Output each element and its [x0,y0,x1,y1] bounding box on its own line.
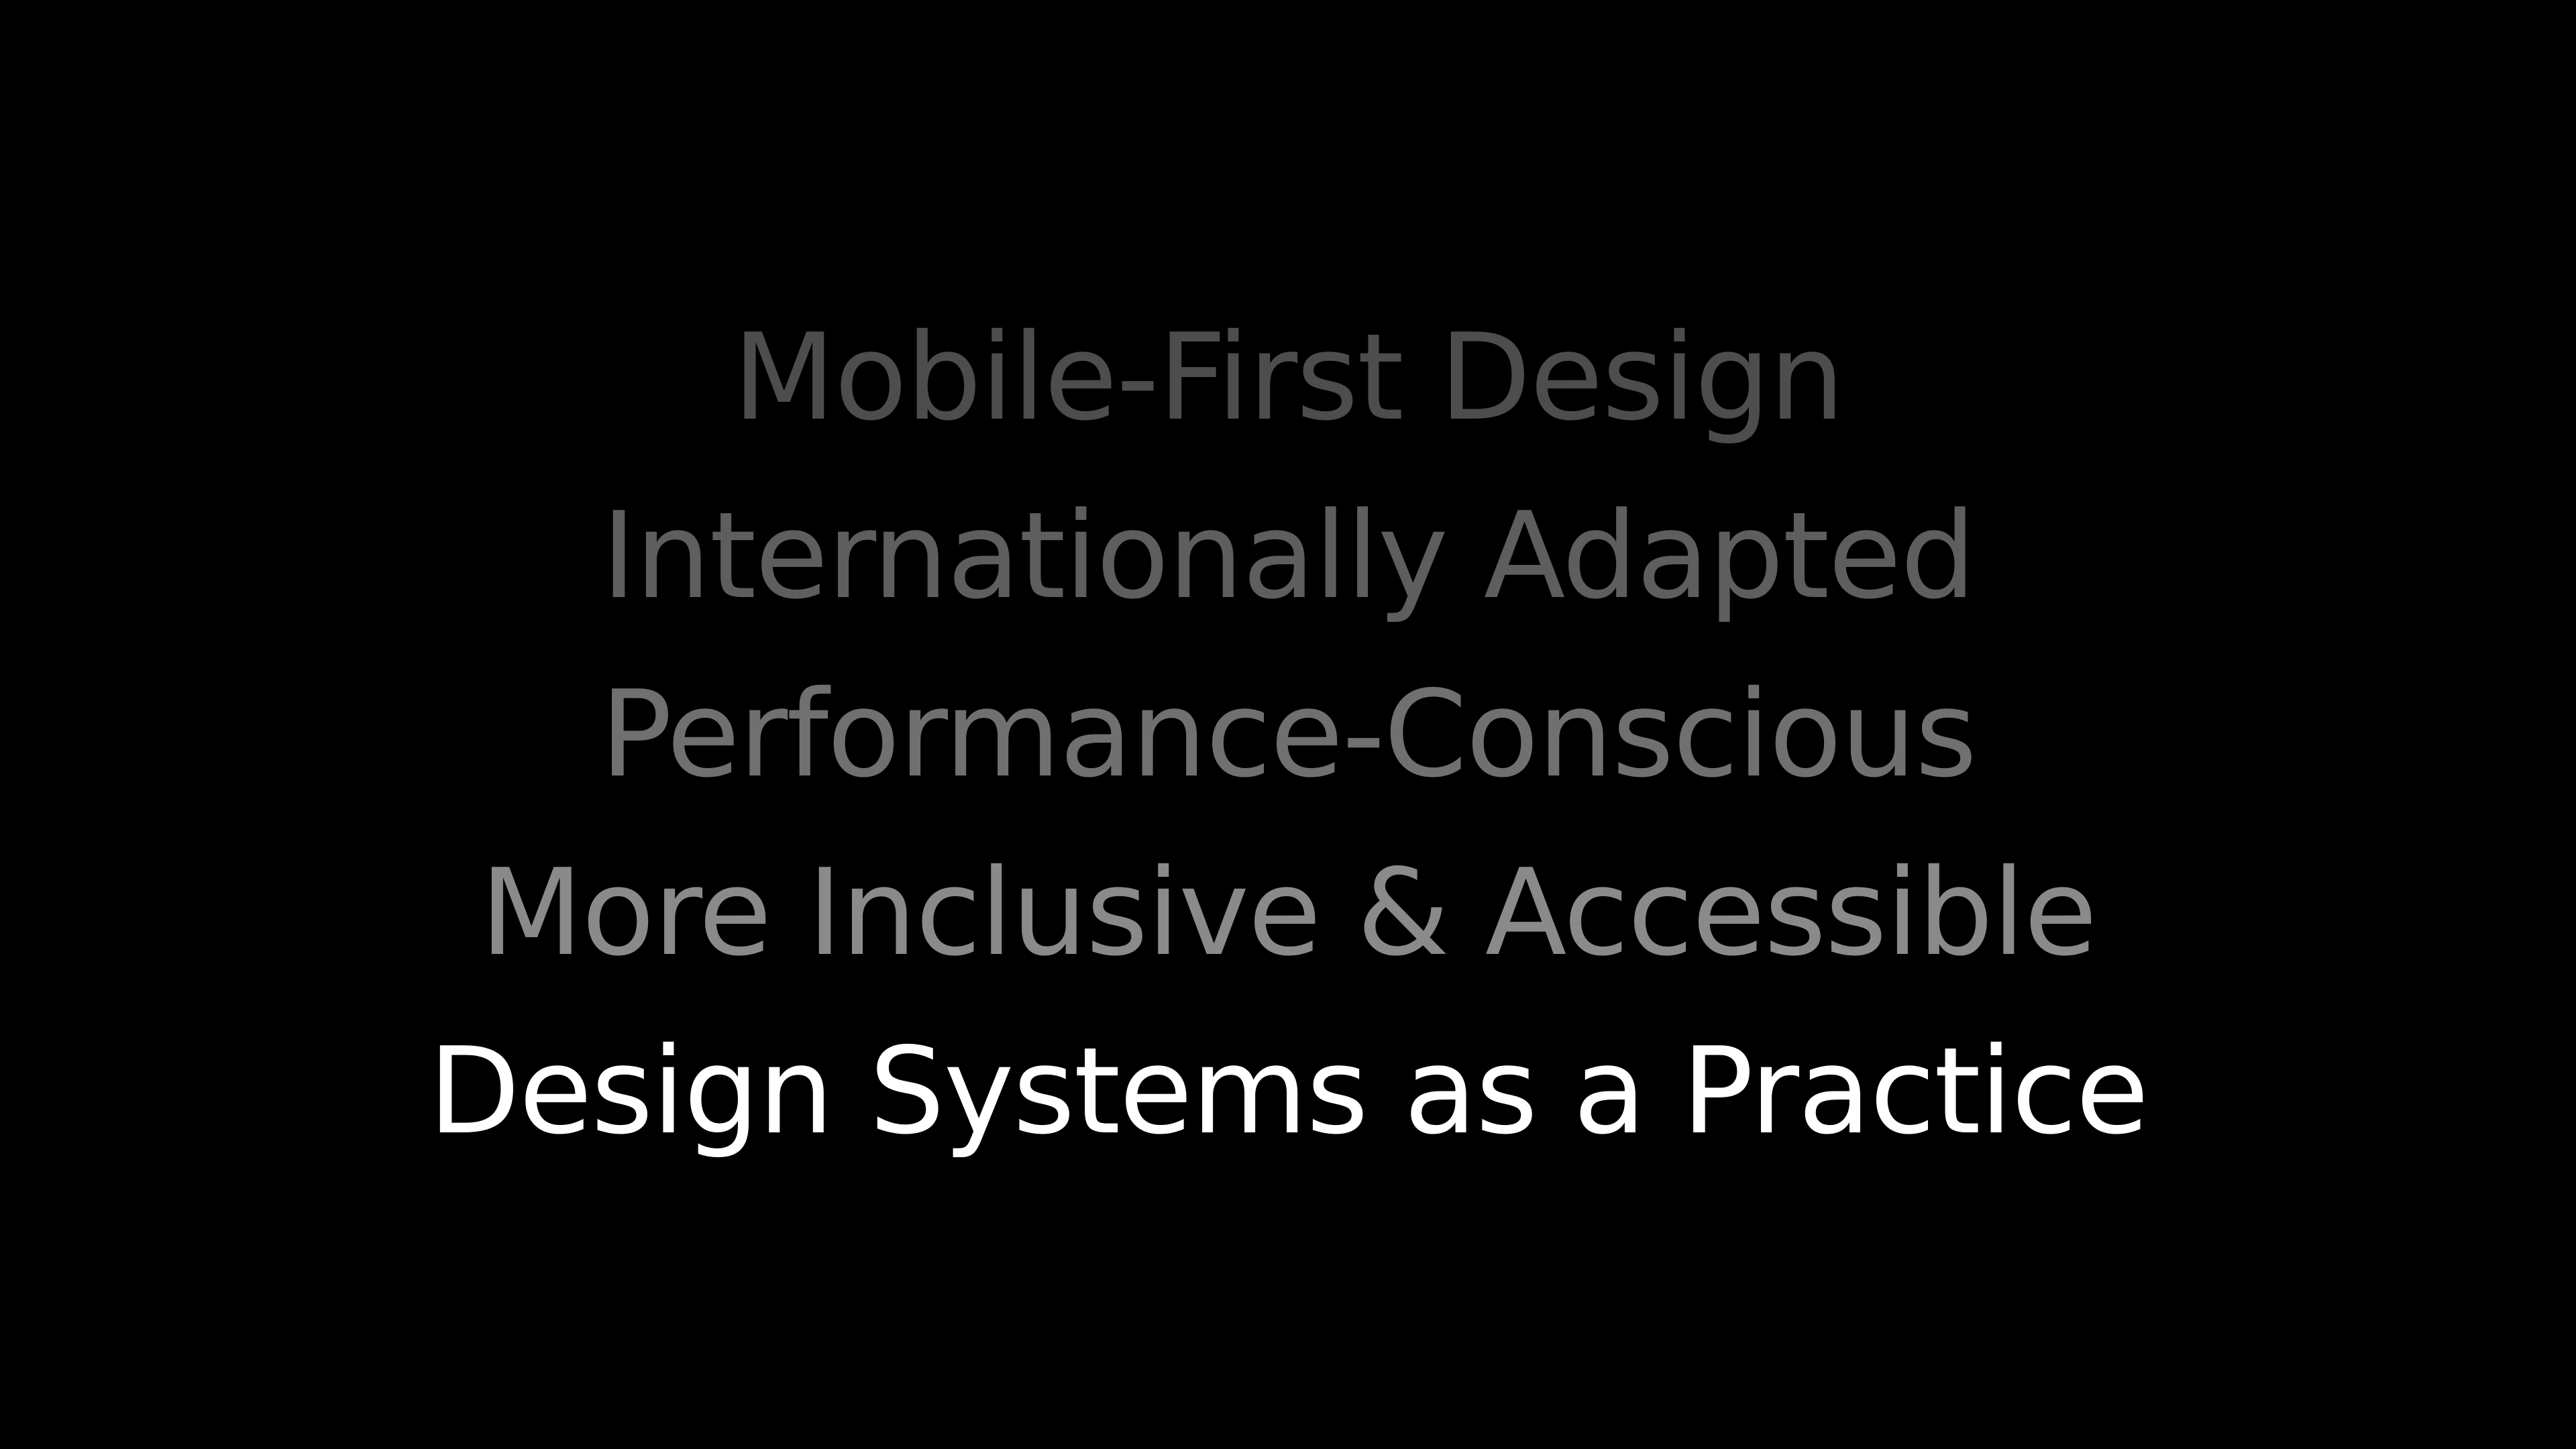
topic-line-performance-conscious: Performance-Conscious [600,665,1978,804]
topic-line-mobile-first: Mobile-First Design [733,308,1845,447]
topic-line-internationally-adapted: Internationally Adapted [601,486,1976,625]
topic-list: Mobile-First Design Internationally Adap… [0,288,2576,1181]
topic-line-design-systems: Design Systems as a Practice [428,1022,2149,1161]
topic-line-inclusive-accessible: More Inclusive & Accessible [480,843,2097,982]
